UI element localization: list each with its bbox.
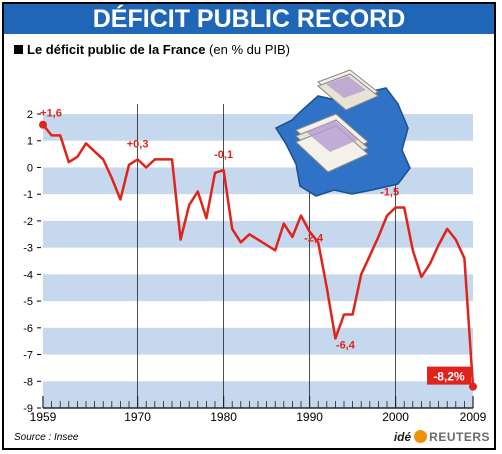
data-label: -0,1 (214, 149, 233, 161)
x-tick-label: 1959 (30, 410, 57, 424)
y-tick-label: -7 (23, 350, 33, 362)
final-value-box (427, 366, 471, 385)
y-tick-label: -6 (23, 323, 33, 335)
brand-credit: idé REUTERS (394, 430, 490, 444)
grid-bands (43, 114, 473, 408)
grid-band (43, 220, 473, 248)
page-title: DÉFICIT PUBLIC RECORD (4, 4, 494, 34)
y-tick-label: -9 (23, 403, 33, 415)
data-label: +0,3 (127, 138, 149, 150)
legend-square-icon (14, 45, 23, 54)
x-tick-label: 1980 (210, 410, 237, 424)
data-label: -6,4 (336, 340, 356, 352)
grid-band (43, 327, 473, 355)
data-label: -1,5 (380, 187, 399, 199)
data-label: -2,4 (304, 233, 324, 245)
data-labels: +1,6 +0,3 -0,1 -2,4 -6,4 -1,5 -8,2% (39, 108, 477, 391)
x-tick-label: 1970 (124, 410, 151, 424)
x-tick-label: 1990 (296, 410, 323, 424)
y-tick-label: -1 (23, 189, 33, 201)
reuters-wordmark: REUTERS (429, 430, 490, 444)
grid-band (43, 274, 473, 302)
subtitle-unit: (en % du PIB) (205, 42, 290, 57)
reuters-logo-icon (414, 430, 428, 443)
final-value-label: -8,2% (433, 370, 465, 384)
y-axis: 2 1 0 -1 -2 -3 -4 -5 -6 -7 -8 -9 (23, 109, 41, 415)
data-label: +1,6 (40, 108, 62, 120)
x-tick-label: 2009 (460, 410, 487, 424)
y-tick-label: 2 (27, 109, 33, 121)
start-point (39, 120, 47, 129)
y-tick-label: 1 (27, 136, 33, 148)
deficit-line (42, 123, 475, 387)
y-tick-label: -2 (23, 216, 33, 228)
chart-subtitle: Le déficit public de la France (en % du … (14, 42, 290, 57)
banknote-stack-icon (295, 69, 379, 173)
source-note: Source : Insee (14, 432, 79, 443)
subtitle-bold: Le déficit public de la France (27, 42, 206, 57)
y-tick-label: -5 (23, 296, 33, 308)
x-tick-label: 2000 (382, 410, 409, 424)
ide-logo: idé (393, 430, 412, 444)
y-tick-label: -8 (23, 376, 33, 388)
y-tick-label: -4 (23, 269, 33, 281)
x-axis: 1959 1970 1980 1990 2000 2009 (30, 396, 487, 424)
y-tick-label: -3 (23, 243, 33, 255)
y-tick-label: 0 (27, 162, 33, 174)
